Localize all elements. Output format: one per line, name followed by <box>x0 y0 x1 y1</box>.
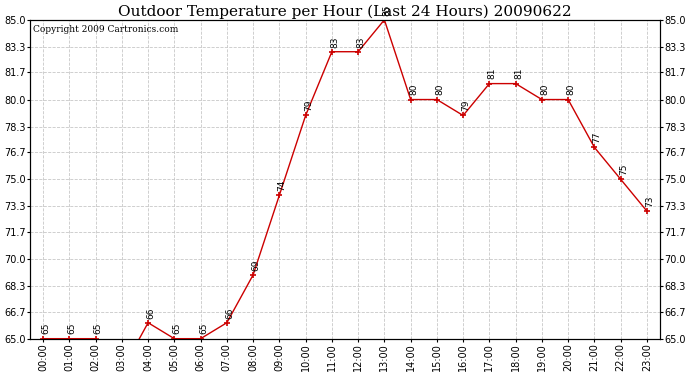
Text: 80: 80 <box>435 84 444 95</box>
Text: 80: 80 <box>566 84 575 95</box>
Text: 65: 65 <box>41 323 50 334</box>
Text: 63: 63 <box>0 374 1 375</box>
Text: 77: 77 <box>593 132 602 143</box>
Text: 75: 75 <box>619 164 628 175</box>
Text: 79: 79 <box>304 100 313 111</box>
Text: 74: 74 <box>277 180 286 191</box>
Text: 81: 81 <box>514 68 523 80</box>
Text: Copyright 2009 Cartronics.com: Copyright 2009 Cartronics.com <box>33 25 179 34</box>
Title: Outdoor Temperature per Hour (Last 24 Hours) 20090622: Outdoor Temperature per Hour (Last 24 Ho… <box>118 4 572 19</box>
Text: 66: 66 <box>225 307 234 318</box>
Text: 79: 79 <box>462 100 471 111</box>
Text: 73: 73 <box>645 195 654 207</box>
Text: 65: 65 <box>172 323 181 334</box>
Text: 65: 65 <box>68 323 77 334</box>
Text: 81: 81 <box>488 68 497 80</box>
Text: 65: 65 <box>94 323 103 334</box>
Text: 85: 85 <box>383 4 392 16</box>
Text: 80: 80 <box>409 84 418 95</box>
Text: 80: 80 <box>540 84 549 95</box>
Text: 83: 83 <box>330 36 339 48</box>
Text: 66: 66 <box>146 307 155 318</box>
Text: 83: 83 <box>357 36 366 48</box>
Text: 65: 65 <box>199 323 208 334</box>
Text: 69: 69 <box>251 259 260 271</box>
